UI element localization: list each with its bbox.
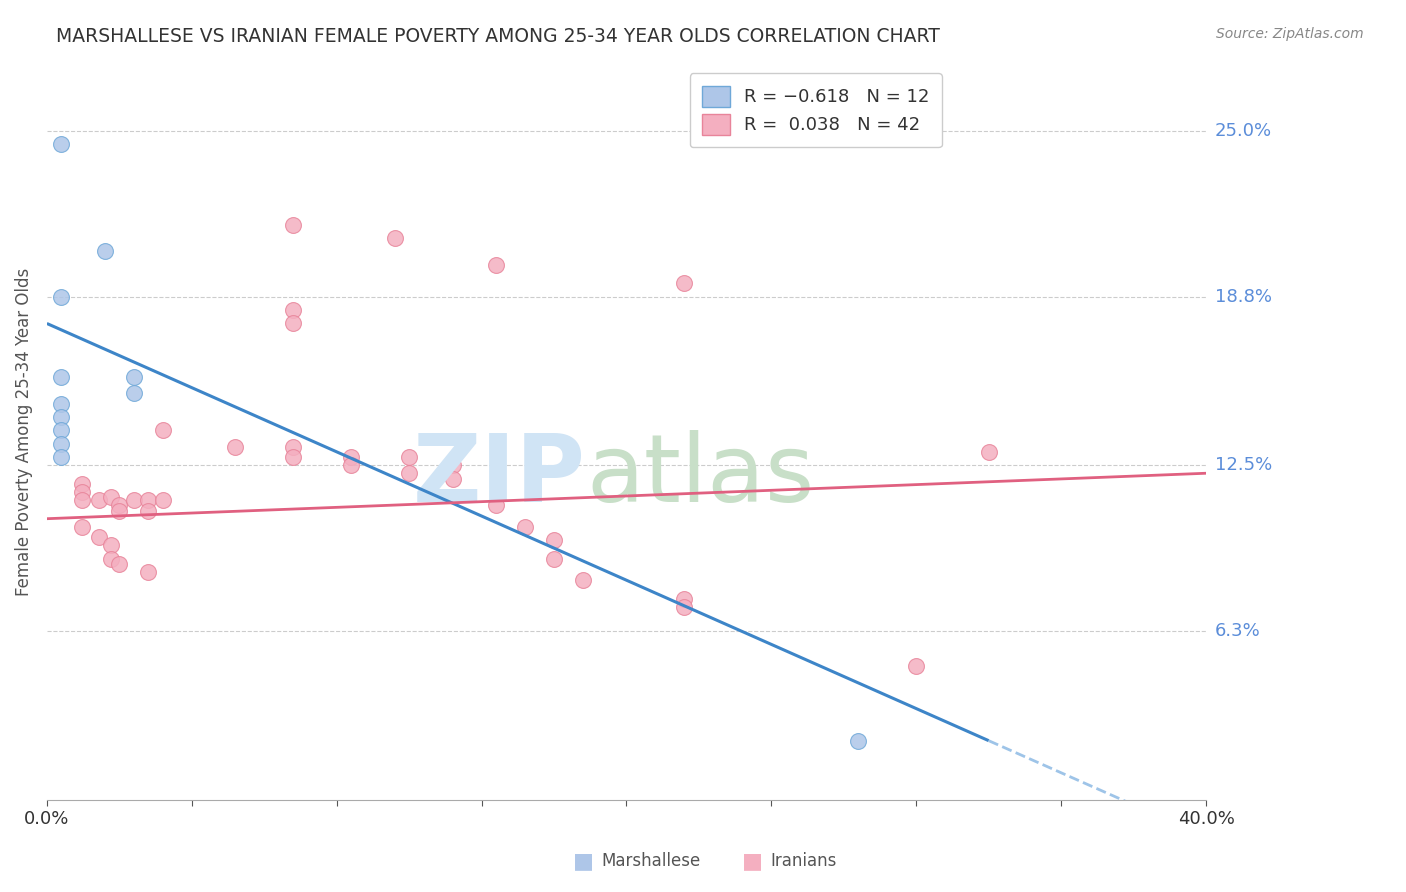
Point bbox=[905, 658, 928, 673]
Y-axis label: Female Poverty Among 25-34 Year Olds: Female Poverty Among 25-34 Year Olds bbox=[15, 268, 32, 596]
Point bbox=[51, 410, 73, 425]
Point bbox=[152, 493, 174, 508]
Point bbox=[51, 424, 73, 438]
Text: Source: ZipAtlas.com: Source: ZipAtlas.com bbox=[1216, 27, 1364, 41]
Point bbox=[283, 218, 305, 232]
Point bbox=[100, 538, 122, 552]
Point bbox=[340, 458, 363, 473]
Point bbox=[673, 591, 696, 606]
Point bbox=[51, 137, 73, 152]
Point bbox=[136, 565, 159, 579]
Point bbox=[441, 472, 464, 486]
Text: ■: ■ bbox=[574, 851, 593, 871]
Point bbox=[94, 244, 117, 259]
Point bbox=[572, 573, 595, 587]
Point bbox=[51, 370, 73, 384]
Point bbox=[100, 551, 122, 566]
Point bbox=[340, 450, 363, 465]
Point bbox=[108, 557, 131, 571]
Point bbox=[136, 493, 159, 508]
Point bbox=[441, 458, 464, 473]
Point bbox=[70, 477, 93, 491]
Text: Marshallese: Marshallese bbox=[602, 852, 702, 870]
Point bbox=[122, 386, 145, 401]
Point bbox=[384, 231, 406, 245]
Point bbox=[122, 493, 145, 508]
Text: atlas: atlas bbox=[586, 430, 814, 522]
Point bbox=[51, 437, 73, 451]
Point bbox=[51, 290, 73, 304]
Point bbox=[283, 450, 305, 465]
Point bbox=[283, 317, 305, 331]
Point bbox=[224, 440, 246, 454]
Point bbox=[485, 258, 508, 272]
Point bbox=[108, 499, 131, 513]
Text: 25.0%: 25.0% bbox=[1215, 122, 1272, 140]
Point bbox=[673, 599, 696, 614]
Point bbox=[543, 533, 565, 547]
Point bbox=[846, 733, 869, 747]
Point bbox=[70, 493, 93, 508]
Point bbox=[673, 277, 696, 291]
Text: ■: ■ bbox=[742, 851, 762, 871]
Point bbox=[100, 491, 122, 505]
Point bbox=[398, 467, 420, 481]
Point bbox=[283, 440, 305, 454]
Point bbox=[152, 424, 174, 438]
Legend: R = −0.618   N = 12, R =  0.038   N = 42: R = −0.618 N = 12, R = 0.038 N = 42 bbox=[690, 73, 942, 147]
Text: ZIP: ZIP bbox=[413, 430, 586, 522]
Text: 18.8%: 18.8% bbox=[1215, 288, 1272, 306]
Point bbox=[108, 504, 131, 518]
Point bbox=[513, 520, 536, 534]
Point bbox=[51, 450, 73, 465]
Point bbox=[122, 370, 145, 384]
Point bbox=[70, 520, 93, 534]
Point bbox=[283, 303, 305, 318]
Text: MARSHALLESE VS IRANIAN FEMALE POVERTY AMONG 25-34 YEAR OLDS CORRELATION CHART: MARSHALLESE VS IRANIAN FEMALE POVERTY AM… bbox=[56, 27, 941, 45]
Text: Iranians: Iranians bbox=[770, 852, 837, 870]
Point bbox=[485, 499, 508, 513]
Point bbox=[87, 531, 110, 545]
Text: 6.3%: 6.3% bbox=[1215, 622, 1261, 640]
Point bbox=[136, 504, 159, 518]
Point bbox=[87, 493, 110, 508]
Point bbox=[70, 485, 93, 500]
Text: 12.5%: 12.5% bbox=[1215, 456, 1272, 475]
Point bbox=[51, 397, 73, 411]
Point bbox=[543, 551, 565, 566]
Point bbox=[398, 450, 420, 465]
Point bbox=[977, 445, 1000, 459]
